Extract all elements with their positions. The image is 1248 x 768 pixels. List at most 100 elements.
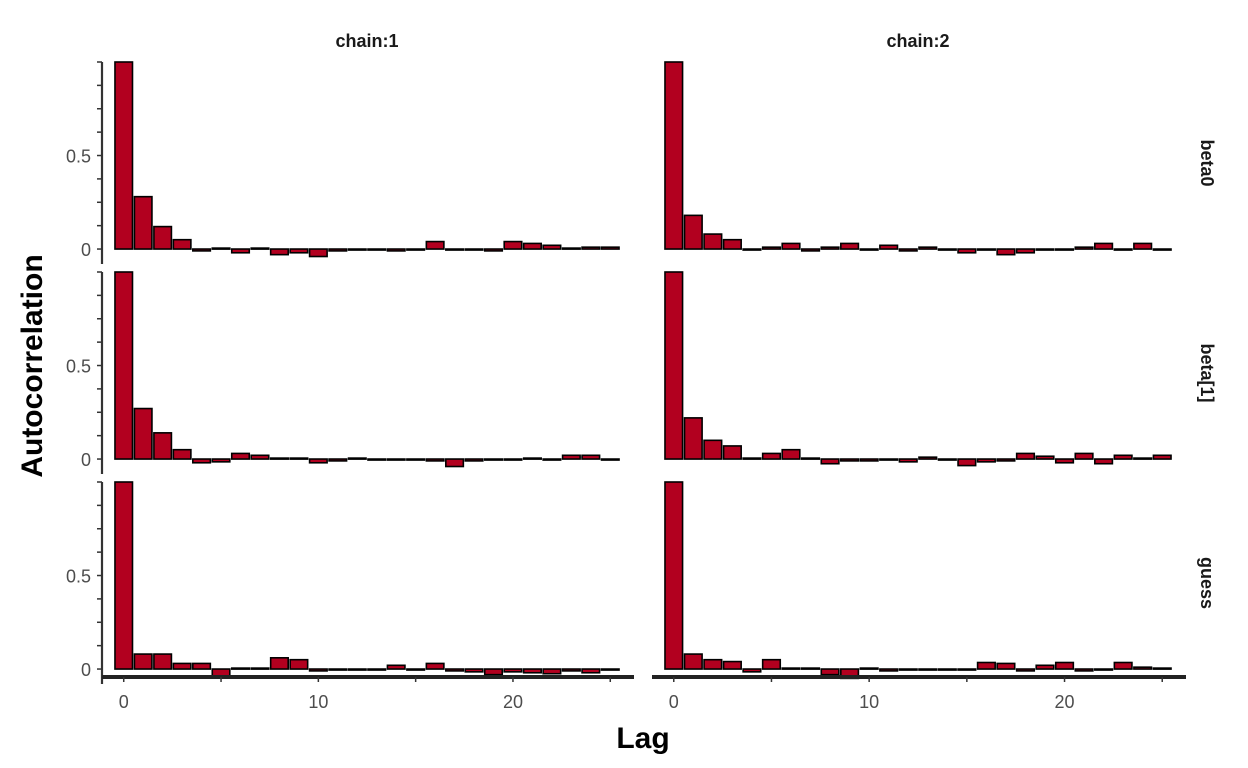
bar <box>230 248 251 254</box>
bar <box>761 658 782 670</box>
bar <box>133 653 153 670</box>
bar <box>683 653 703 670</box>
bar <box>859 667 879 670</box>
bar <box>918 246 938 250</box>
bar <box>683 417 703 460</box>
bar <box>114 271 134 460</box>
y-tick-label: 0 <box>81 240 91 260</box>
row-strip-label: beta0 <box>1197 139 1217 186</box>
bar <box>542 244 562 250</box>
bar <box>820 668 840 676</box>
bar <box>445 248 465 251</box>
bar <box>820 458 840 465</box>
bar <box>464 458 484 462</box>
bar <box>996 458 1016 462</box>
bar <box>386 664 406 670</box>
bar <box>918 456 938 460</box>
bar <box>250 667 270 670</box>
bar <box>1152 454 1172 460</box>
bar <box>937 458 957 461</box>
y-tick-label: 0.5 <box>66 147 91 167</box>
bar <box>1152 667 1172 670</box>
bar <box>289 248 309 254</box>
bar <box>328 248 348 252</box>
x-tick-label: 0 <box>669 692 679 712</box>
bar <box>664 271 684 460</box>
bar <box>918 668 938 671</box>
bar <box>464 248 484 251</box>
bar <box>1035 664 1055 670</box>
bar <box>742 248 762 251</box>
y-tick-label: 0 <box>81 660 91 680</box>
bar <box>1133 457 1153 460</box>
bar <box>542 668 562 675</box>
bar <box>1015 452 1036 460</box>
column-strip-label: chain:2 <box>886 31 949 51</box>
bar <box>1113 248 1133 251</box>
column-strip-label: chain:1 <box>335 31 398 51</box>
bar <box>957 668 977 671</box>
facet-panel <box>114 271 620 468</box>
facet-strips: chain:1 chain:2 beta0 beta[1] guess <box>335 31 1217 609</box>
y-tick-label: 0.5 <box>66 567 91 587</box>
bar <box>561 247 581 250</box>
bar <box>503 458 523 461</box>
facet-panel <box>114 481 620 678</box>
bar <box>581 246 601 250</box>
bar <box>153 653 173 670</box>
bar <box>328 668 348 671</box>
bar <box>879 458 899 461</box>
bar <box>781 667 801 670</box>
bar <box>1094 242 1114 250</box>
bar <box>522 457 542 460</box>
bar <box>522 242 542 250</box>
bar <box>406 458 426 461</box>
bar <box>1054 661 1075 670</box>
bar <box>976 248 996 251</box>
bar <box>503 668 523 673</box>
bar <box>996 662 1016 670</box>
bar <box>703 439 723 460</box>
bar <box>683 214 703 250</box>
bar <box>192 662 212 670</box>
bar <box>600 458 620 461</box>
bar <box>761 246 782 250</box>
y-axis-title: Autocorrelation <box>16 254 49 477</box>
bar <box>153 225 173 250</box>
bar <box>483 458 504 461</box>
bar <box>425 458 445 462</box>
bar <box>937 248 957 251</box>
bar <box>581 668 601 674</box>
bar <box>561 668 581 672</box>
bar <box>211 247 231 250</box>
bar <box>722 445 742 460</box>
bar <box>898 458 918 463</box>
bar <box>522 668 542 674</box>
bar <box>250 454 270 460</box>
bar <box>781 242 801 250</box>
bar <box>976 661 996 670</box>
bar <box>503 240 523 250</box>
bar <box>328 458 348 462</box>
bar <box>230 667 251 670</box>
bar <box>172 662 192 670</box>
bar <box>172 238 192 250</box>
bar <box>289 658 309 670</box>
bar <box>1113 454 1133 460</box>
bar <box>859 248 879 251</box>
bar <box>269 457 289 460</box>
bar <box>761 452 782 460</box>
bar <box>722 238 742 250</box>
bar <box>820 246 840 250</box>
bar <box>308 458 328 464</box>
x-tick-label: 10 <box>308 692 328 712</box>
bar <box>976 458 996 463</box>
bar <box>230 452 251 460</box>
bar <box>898 248 918 252</box>
x-tick-label: 0 <box>119 692 129 712</box>
bar <box>1015 248 1036 254</box>
bar <box>250 247 270 250</box>
bar <box>664 61 684 250</box>
bar <box>445 668 465 672</box>
